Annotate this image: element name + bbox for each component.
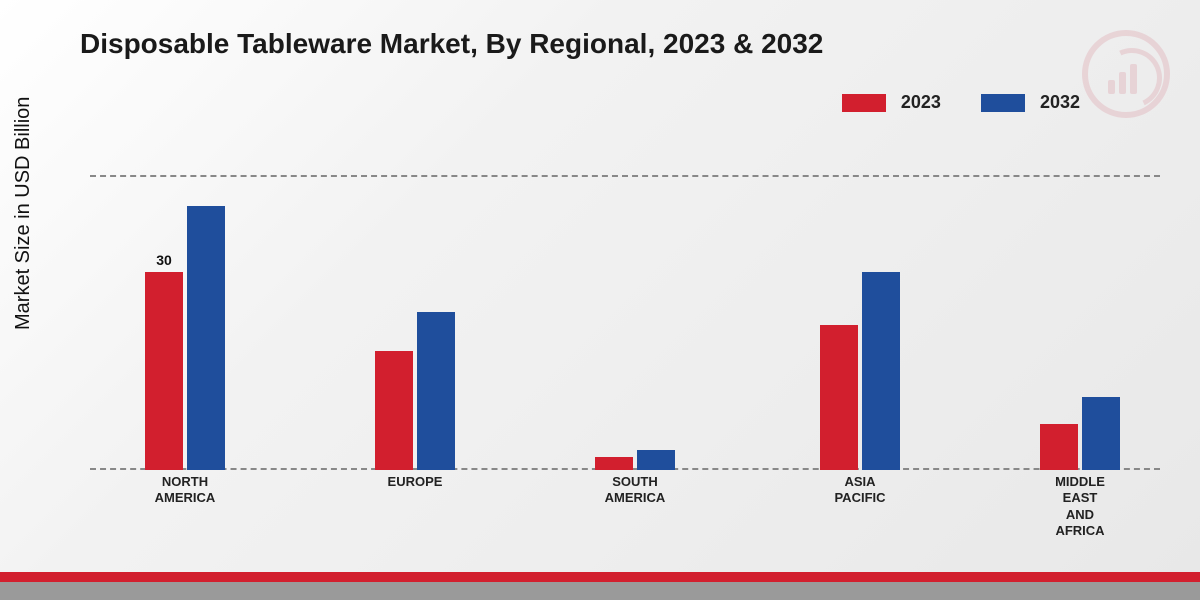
legend-swatch-2023 [842,94,886,112]
watermark-logo [1082,30,1170,118]
footer-grey-stripe [0,582,1200,600]
x-category-label: NORTH AMERICA [125,474,245,507]
legend-swatch-2032 [981,94,1025,112]
bar-group [375,312,455,470]
logo-bars-icon [1108,64,1137,94]
bar-2023 [145,272,183,470]
x-category-label: SOUTH AMERICA [575,474,695,507]
legend-item-2023: 2023 [842,92,941,113]
bar-2032 [417,312,455,470]
x-category-label: MIDDLE EAST AND AFRICA [1020,474,1140,539]
gridline-top [90,175,1160,177]
footer-red-stripe [0,572,1200,582]
bar-2023 [1040,424,1078,470]
bar-group [1040,397,1120,470]
legend: 2023 2032 [842,92,1080,113]
legend-label-2023: 2023 [901,92,941,112]
bar-group: 30 [145,206,225,470]
legend-item-2032: 2032 [981,92,1080,113]
bar-2023 [595,457,633,470]
legend-label-2032: 2032 [1040,92,1080,112]
y-axis-label: Market Size in USD Billion [12,97,35,330]
x-category-label: ASIA PACIFIC [800,474,920,507]
bar-2032 [637,450,675,470]
bar-group [595,450,675,470]
plot-area: 30 [90,140,1160,470]
bar-2032 [187,206,225,470]
x-category-label: EUROPE [355,474,475,490]
bar-2032 [862,272,900,470]
chart-title: Disposable Tableware Market, By Regional… [80,28,823,60]
bar-2023 [820,325,858,470]
chart-page: Disposable Tableware Market, By Regional… [0,0,1200,600]
bar-2023 [375,351,413,470]
bar-value-label: 30 [145,252,183,268]
bar-group [820,272,900,470]
bar-2032 [1082,397,1120,470]
